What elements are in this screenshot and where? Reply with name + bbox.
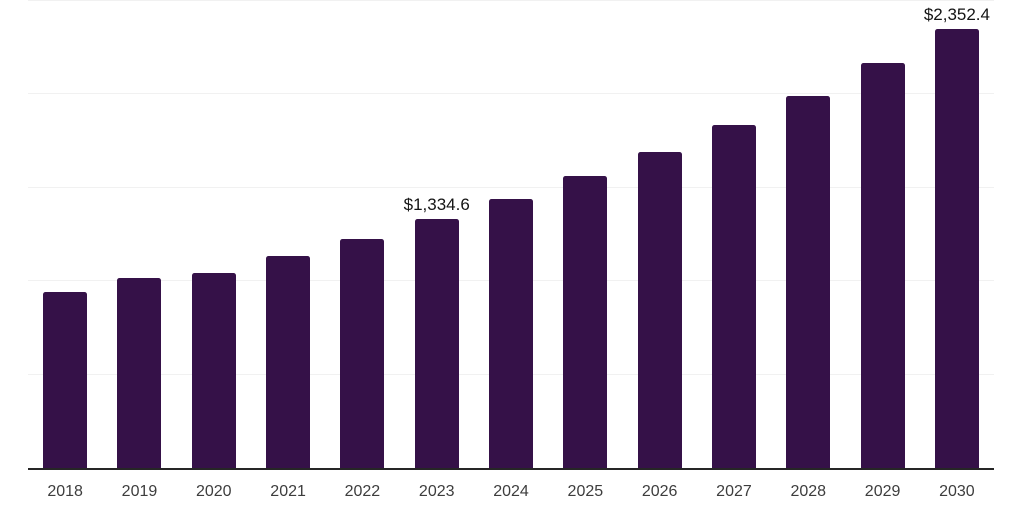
- bar-2026: [637, 152, 682, 468]
- bar-group-2024: [474, 1, 548, 468]
- bar-group-2027: [697, 1, 771, 468]
- x-tick-2018: 2018: [47, 483, 83, 500]
- x-tick-2029: 2029: [864, 483, 901, 500]
- x-tick-2023: 2023: [418, 483, 455, 500]
- x-tick-2027: 2027: [716, 483, 752, 500]
- bar-2024: [489, 198, 534, 468]
- bar-group-2022: [325, 1, 399, 468]
- bar-group-2018: [28, 1, 102, 468]
- x-tick-2028: 2028: [790, 483, 827, 500]
- bar-2025: [563, 176, 608, 468]
- x-tick-2025: 2025: [567, 483, 604, 500]
- x-tick-2019: 2019: [121, 483, 158, 500]
- bar-group-2030: $2,352.4: [920, 1, 994, 468]
- bar-group-2026: [623, 1, 697, 468]
- bar-2029: [860, 63, 905, 468]
- bar-2022: [340, 239, 385, 468]
- bar-2027: [711, 125, 756, 468]
- bar-group-2023: $1,334.6: [400, 1, 474, 468]
- bar-2018: [43, 292, 88, 468]
- bar-group-2020: [177, 1, 251, 468]
- value-label-2023: $1,334.6: [403, 194, 470, 214]
- x-tick-2026: 2026: [641, 483, 678, 500]
- x-tick-2020: 2020: [195, 483, 232, 500]
- x-axis-line: [28, 468, 994, 470]
- x-tick-2024: 2024: [493, 483, 529, 500]
- bar-2021: [266, 255, 311, 468]
- bars-container: $1,334.6 $2,352.4: [28, 1, 994, 468]
- plot-area: $1,334.6 $2,352.4: [28, 0, 994, 470]
- bar-2023: [414, 218, 459, 468]
- value-label-2030: $2,352.4: [923, 4, 990, 24]
- bar-group-2021: [251, 1, 325, 468]
- x-axis-tick-labels: 2018 2019 2020 2021 2022 2023 2024 2025 2026 2027…: [28, 469, 994, 512]
- bar-group-2025: [548, 1, 622, 468]
- gridline-2500: [28, 0, 994, 1]
- x-tick-2022: 2022: [344, 483, 381, 500]
- x-tick-2021: 2021: [270, 483, 306, 500]
- bar-2030: [934, 28, 979, 468]
- gridline-2000: [28, 93, 994, 95]
- bar-group-2029: [845, 1, 919, 468]
- bar-2019: [117, 278, 162, 468]
- bar-group-2019: [102, 1, 176, 468]
- bar-2020: [191, 273, 236, 468]
- x-tick-2030: 2030: [939, 483, 975, 500]
- gridline-1500: [28, 186, 994, 188]
- bar-group-2028: [771, 1, 845, 468]
- bar-2028: [786, 95, 831, 468]
